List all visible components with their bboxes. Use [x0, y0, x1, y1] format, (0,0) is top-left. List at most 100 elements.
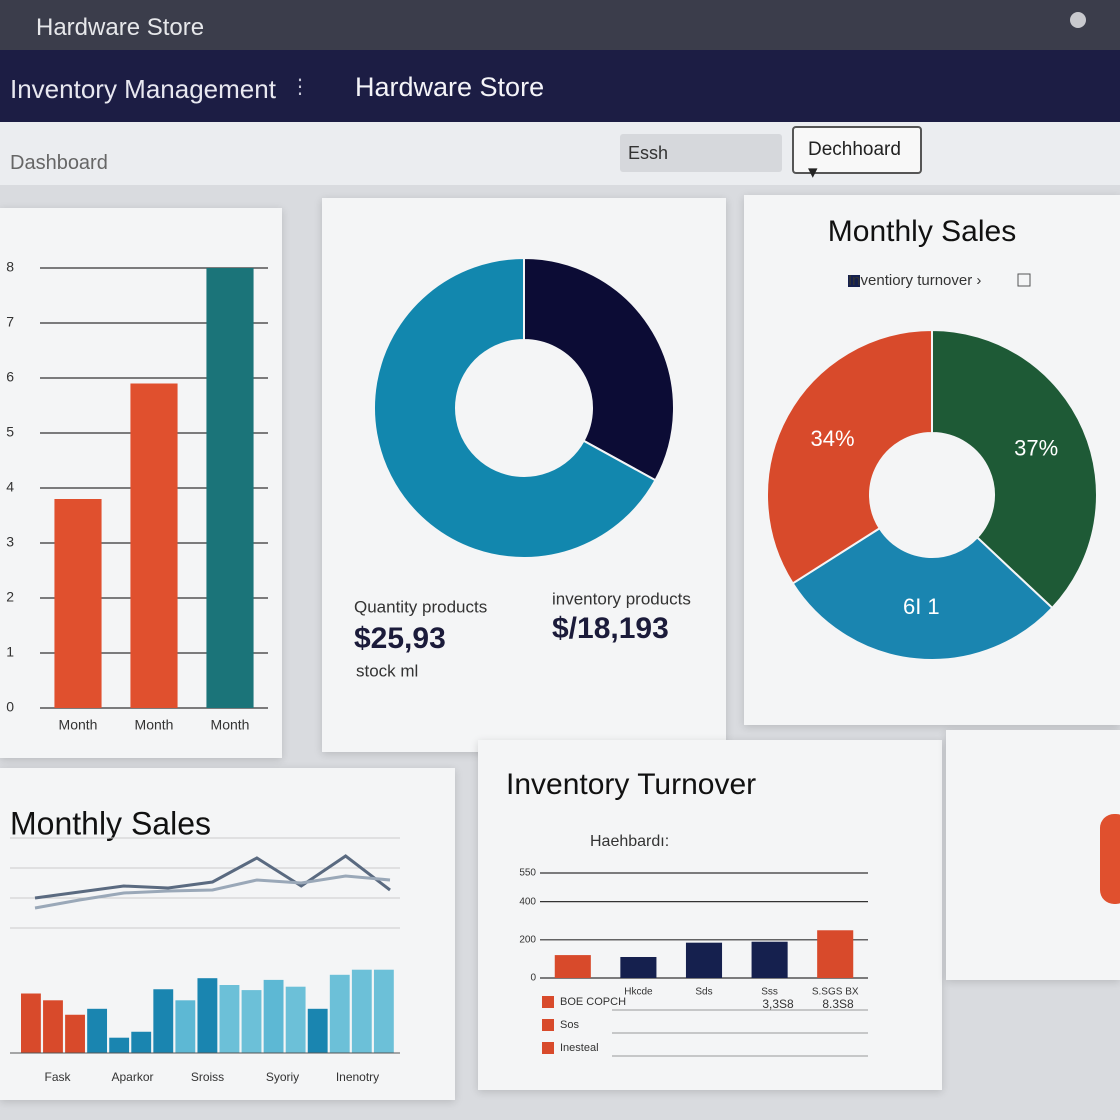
bar [329, 974, 350, 1053]
y-tick-label: 0 [530, 973, 536, 984]
stat-label: Quantity products [354, 597, 487, 616]
legend-label: Sos [560, 1019, 579, 1031]
bar [373, 969, 394, 1053]
y-tick-label: 550 [519, 868, 536, 879]
donut-segment [373, 256, 657, 559]
search-text: Essh [628, 143, 669, 163]
bar [109, 1037, 130, 1053]
x-tick-label: Fask [44, 1070, 71, 1084]
bar [54, 499, 102, 708]
bar [685, 942, 723, 978]
panel-empty [946, 730, 1120, 980]
chart-title: Monthly Sales [10, 805, 211, 841]
annotation: 6I 1 [903, 594, 940, 619]
dropdown[interactable]: Dechhoard ▾ [792, 126, 922, 183]
nav-store[interactable]: Hardware Store [355, 72, 545, 102]
line [34, 854, 391, 900]
action-button[interactable] [1100, 814, 1120, 904]
y-tick-label: 6 [6, 369, 14, 385]
x-tick-label: Sds [695, 987, 712, 998]
chart-title: Monthly Sales [828, 215, 1016, 248]
legend-swatch [542, 1019, 554, 1031]
x-tick-label: Syoriy [266, 1070, 299, 1084]
donut-segment [766, 328, 933, 585]
bar [131, 1031, 152, 1053]
x-tick-label: Month [135, 717, 174, 733]
bar [206, 268, 254, 708]
panel-bar-chart: 0 1 2 3 4 5 6 7 8 Month Month Month [0, 208, 282, 758]
breadcrumb[interactable]: Dashboard [10, 152, 108, 174]
nav-title: Inventory Management [10, 74, 276, 104]
donut-segment [523, 256, 675, 482]
bar [197, 978, 218, 1053]
bar [307, 1008, 328, 1053]
donut-segment [931, 328, 1098, 610]
bar [21, 993, 41, 1053]
x-tick-label: Month [211, 717, 250, 733]
legend-label: BOE COPCH [560, 996, 626, 1008]
bar [351, 969, 372, 1053]
window-title: Hardware Store [36, 14, 205, 41]
line [34, 874, 391, 910]
bar [751, 941, 788, 978]
x-tick-label: Month [59, 717, 98, 733]
panel-donut-2: Monthly Sales Inventiory turnover › 37% 6I … [744, 195, 1120, 725]
y-tick-label: 8 [6, 259, 14, 275]
legend-label: Inesteal [560, 1042, 599, 1054]
x-tick-label: Hkcde [624, 987, 653, 998]
window-bar: Hardware Store [0, 0, 1120, 50]
y-tick-label: 4 [6, 479, 14, 495]
stat-note: stock ml [356, 661, 418, 680]
bar [153, 989, 174, 1053]
table-note: 3,3S8 [762, 997, 794, 1011]
search-box[interactable]: Essh [620, 134, 782, 172]
y-tick-label: 2 [6, 589, 14, 605]
bar [285, 986, 306, 1053]
bar [43, 1000, 63, 1053]
dropdown-text: Dechhoard [808, 139, 901, 160]
legend-checkbox [1017, 273, 1031, 287]
x-tick-label: Sss [761, 987, 778, 998]
stat-value: $/18,193 [552, 612, 669, 645]
bar [263, 979, 284, 1053]
x-tick-label: Inenotry [336, 1070, 379, 1084]
y-tick-label: 0 [6, 699, 14, 715]
data-label: 37% [1014, 436, 1058, 461]
panel-turnover: Inventory Turnover Haehbardı: 0 200 400 550 Hk… [478, 740, 942, 1090]
y-tick-label: 7 [6, 314, 14, 330]
legend-swatch [542, 1042, 554, 1054]
chart-subtitle: Haehbardı: [590, 833, 669, 850]
bar [130, 383, 178, 708]
menu-dots[interactable]: ⋮ [290, 76, 310, 98]
y-tick-label: 3 [6, 534, 14, 550]
bar [620, 957, 657, 978]
legend-label: Inventiory turnover › [848, 272, 981, 289]
bar [554, 955, 591, 978]
panel-donut: Quantity products $25,93 stock ml invent… [322, 198, 726, 752]
toolbar: Dashboard Essh Dechhoard ▾ [0, 122, 1120, 185]
y-tick-label: 5 [6, 424, 14, 440]
y-tick-label: 1 [6, 644, 14, 660]
x-tick-label: S.SGS BX [812, 987, 859, 998]
legend-swatch [848, 275, 860, 287]
bar [219, 985, 240, 1053]
y-tick-label: 400 [519, 896, 536, 907]
nav-bar: Inventory Management ⋮ Hardware Store [0, 50, 1120, 122]
window-button[interactable] [1070, 12, 1086, 28]
bar [241, 990, 262, 1053]
bar [65, 1014, 85, 1053]
chart-title: Inventory Turnover [506, 768, 756, 801]
table-note: 8.3S8 [822, 997, 854, 1011]
panel-combo: Monthly Sales Fask Aparkor Sroiss Syoriy Inen… [0, 768, 455, 1100]
x-tick-label: Aparkor [111, 1070, 153, 1084]
stat-label: inventory products [552, 589, 691, 608]
legend-swatch [542, 996, 554, 1008]
bar [175, 1000, 196, 1053]
x-tick-label: Sroiss [191, 1070, 224, 1084]
y-tick-label: 200 [519, 934, 536, 945]
stat-value: $25,93 [354, 622, 446, 655]
bar [817, 930, 854, 978]
donut-segment [791, 526, 1054, 661]
data-label: 34% [811, 426, 855, 451]
